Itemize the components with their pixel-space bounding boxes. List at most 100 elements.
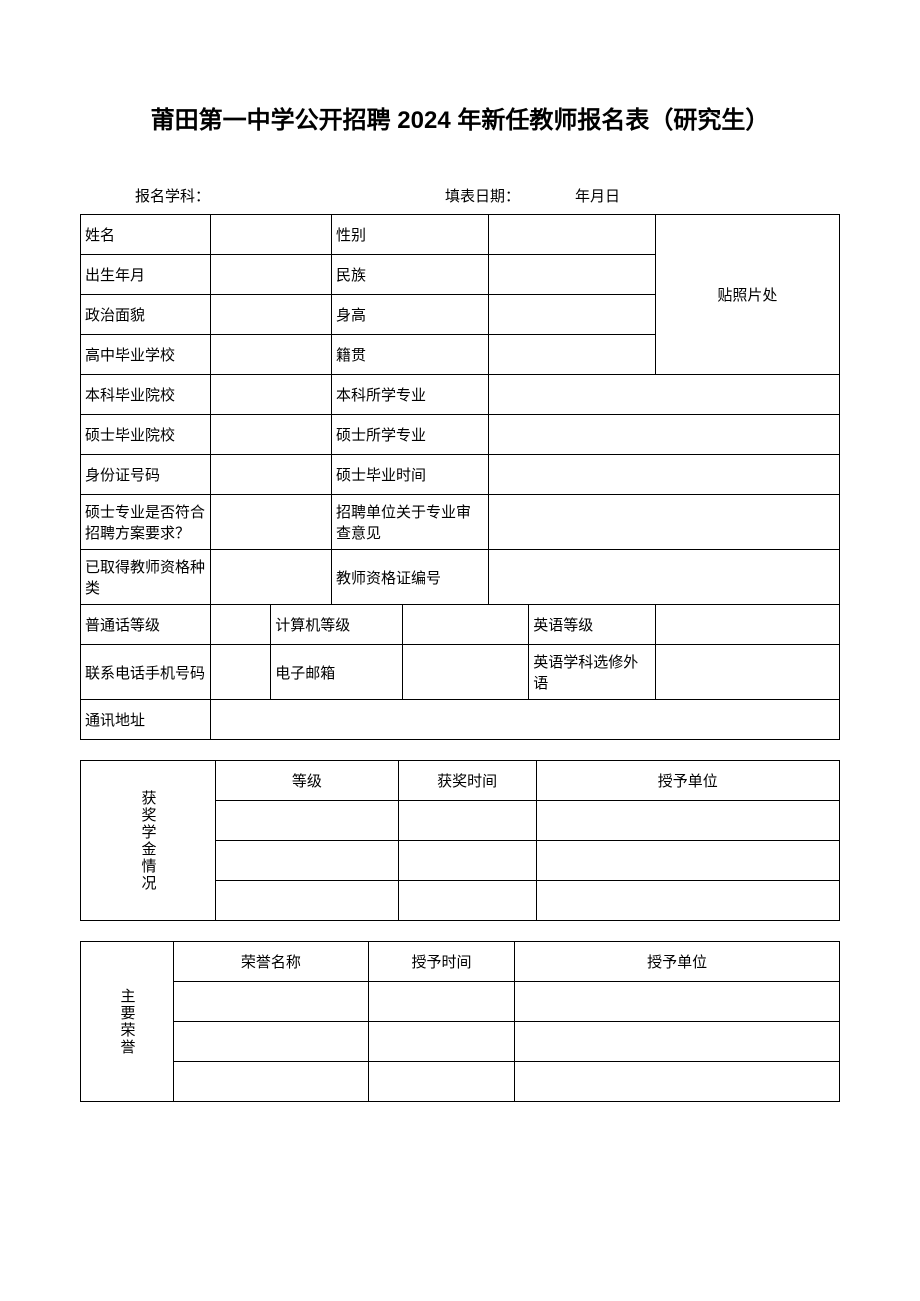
- grant-time-header: 授予时间: [368, 942, 515, 982]
- highschool-label: 高中毕业学校: [81, 335, 211, 375]
- date-label: 填表日期：: [445, 185, 520, 206]
- mandarin-level-label: 普通话等级: [81, 605, 211, 645]
- honor-name-value: [174, 982, 369, 1022]
- computer-level-label: 计算机等级: [271, 605, 403, 645]
- bachelor-major-label: 本科所学专业: [331, 375, 488, 415]
- spacer: [80, 740, 840, 760]
- gender-label: 性别: [331, 215, 488, 255]
- scholarship-level-header: 等级: [216, 761, 399, 801]
- unit-review-value: [488, 495, 839, 550]
- master-school-value: [210, 415, 331, 455]
- scholarship-level-value: [216, 801, 399, 841]
- political-value: [210, 295, 331, 335]
- scholarship-unit-value: [536, 841, 839, 881]
- birth-value: [210, 255, 331, 295]
- honor-unit-value: [515, 1062, 840, 1102]
- scholarship-level-value: [216, 881, 399, 921]
- honors-section-label: 主要荣誉: [81, 942, 174, 1102]
- scholarship-level-value: [216, 841, 399, 881]
- honor-time-value: [368, 1022, 515, 1062]
- mandarin-level-value: [210, 605, 271, 645]
- table-row: 通讯地址: [81, 700, 840, 740]
- master-major-value: [488, 415, 839, 455]
- address-value: [210, 700, 839, 740]
- table-row: 硕士毕业院校 硕士所学专业: [81, 415, 840, 455]
- height-label: 身高: [331, 295, 488, 335]
- english-level-label: 英语等级: [529, 605, 655, 645]
- email-value: [402, 645, 528, 700]
- english-elective-value: [655, 645, 839, 700]
- phone-label: 联系电话手机号码: [81, 645, 211, 700]
- english-level-value: [655, 605, 839, 645]
- teacher-cert-type-value: [210, 550, 331, 605]
- gender-value: [488, 215, 655, 255]
- teacher-cert-no-value: [488, 550, 839, 605]
- table-row: 已取得教师资格种类 教师资格证编号: [81, 550, 840, 605]
- major-meets-req-value: [210, 495, 331, 550]
- table-row: 姓名 性别 贴照片处: [81, 215, 840, 255]
- scholarship-time-value: [398, 881, 536, 921]
- header-row: 报名学科： 填表日期： 年月日: [80, 185, 840, 206]
- unit-review-label: 招聘单位关于专业审查意见: [331, 495, 488, 550]
- email-label: 电子邮箱: [271, 645, 403, 700]
- honor-time-value: [368, 1062, 515, 1102]
- table-row: [81, 1062, 840, 1102]
- major-meets-req-label: 硕士专业是否符合招聘方案要求？: [81, 495, 211, 550]
- master-grad-time-value: [488, 455, 839, 495]
- bachelor-school-label: 本科毕业院校: [81, 375, 211, 415]
- ethnicity-value: [488, 255, 655, 295]
- phone-value: [210, 645, 271, 700]
- table-row: 身份证号码 硕士毕业时间: [81, 455, 840, 495]
- scholarship-unit-value: [536, 801, 839, 841]
- bachelor-major-value: [488, 375, 839, 415]
- honors-table: 主要荣誉 荣誉名称 授予时间 授予单位: [80, 941, 840, 1102]
- scholarship-section-label: 获奖学金情况: [81, 761, 216, 921]
- scholarship-unit-value: [536, 881, 839, 921]
- master-major-label: 硕士所学专业: [331, 415, 488, 455]
- table-row: 普通话等级 计算机等级 英语等级: [81, 605, 840, 645]
- table-row: 主要荣誉 荣誉名称 授予时间 授予单位: [81, 942, 840, 982]
- photo-placeholder: 贴照片处: [655, 215, 839, 375]
- table-row: 本科毕业院校 本科所学专业: [81, 375, 840, 415]
- table-row: 联系电话手机号码 电子邮箱 英语学科选修外语: [81, 645, 840, 700]
- master-school-label: 硕士毕业院校: [81, 415, 211, 455]
- page-title: 莆田第一中学公开招聘 2024 年新任教师报名表（研究生）: [80, 100, 840, 135]
- bachelor-school-value: [210, 375, 331, 415]
- date-value: 年月日: [575, 185, 620, 206]
- table-row: [81, 982, 840, 1022]
- id-number-label: 身份证号码: [81, 455, 211, 495]
- award-time-header: 获奖时间: [398, 761, 536, 801]
- spacer: [80, 921, 840, 941]
- native-place-label: 籍贯: [331, 335, 488, 375]
- grant-unit-header: 授予单位: [515, 942, 840, 982]
- id-number-value: [210, 455, 331, 495]
- honor-unit-value: [515, 982, 840, 1022]
- highschool-value: [210, 335, 331, 375]
- subject-label: 报名学科：: [135, 185, 210, 206]
- table-row: [81, 1022, 840, 1062]
- table-row: 获奖学金情况 等级 获奖时间 授予单位: [81, 761, 840, 801]
- name-label: 姓名: [81, 215, 211, 255]
- honor-name-value: [174, 1062, 369, 1102]
- table-row: 硕士专业是否符合招聘方案要求？ 招聘单位关于专业审查意见: [81, 495, 840, 550]
- scholarship-table: 获奖学金情况 等级 获奖时间 授予单位: [80, 760, 840, 921]
- awarding-unit-header: 授予单位: [536, 761, 839, 801]
- teacher-cert-no-label: 教师资格证编号: [331, 550, 488, 605]
- teacher-cert-type-label: 已取得教师资格种类: [81, 550, 211, 605]
- honor-name-value: [174, 1022, 369, 1062]
- native-place-value: [488, 335, 655, 375]
- political-label: 政治面貌: [81, 295, 211, 335]
- scholarship-time-value: [398, 841, 536, 881]
- master-grad-time-label: 硕士毕业时间: [331, 455, 488, 495]
- birth-label: 出生年月: [81, 255, 211, 295]
- honor-time-value: [368, 982, 515, 1022]
- computer-level-value: [402, 605, 528, 645]
- english-elective-label: 英语学科选修外语: [529, 645, 655, 700]
- ethnicity-label: 民族: [331, 255, 488, 295]
- height-value: [488, 295, 655, 335]
- name-value: [210, 215, 331, 255]
- honor-unit-value: [515, 1022, 840, 1062]
- scholarship-time-value: [398, 801, 536, 841]
- honor-name-header: 荣誉名称: [174, 942, 369, 982]
- form-table: 姓名 性别 贴照片处 出生年月 民族 政治面貌 身高 高中毕业学校 籍贯 本科毕…: [80, 214, 840, 740]
